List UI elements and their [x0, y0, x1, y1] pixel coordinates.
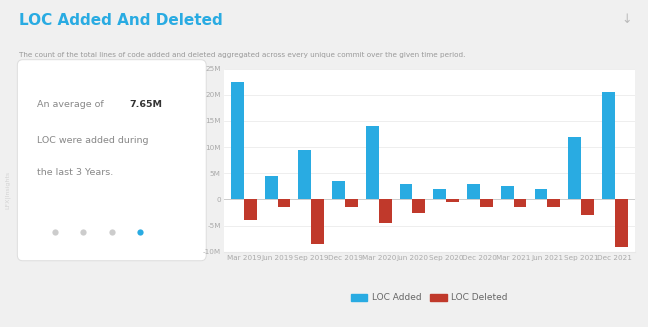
Bar [400, 184, 412, 199]
Bar [244, 199, 257, 220]
Text: LOC were added during: LOC were added during [37, 136, 148, 145]
Text: LFX|Insights: LFX|Insights [5, 171, 10, 209]
Text: the last 3 Years.: the last 3 Years. [37, 168, 113, 177]
Bar [548, 199, 560, 207]
Bar [581, 199, 594, 215]
Bar [412, 199, 425, 213]
Bar [231, 82, 244, 199]
Text: ↓: ↓ [621, 13, 632, 26]
Bar [332, 181, 345, 199]
Bar [501, 186, 514, 199]
Legend: LOC Added, LOC Deleted: LOC Added, LOC Deleted [347, 290, 511, 306]
Bar [480, 199, 492, 207]
Bar [434, 189, 446, 199]
Bar [311, 199, 324, 244]
Bar [514, 199, 526, 207]
Bar [378, 199, 391, 223]
FancyBboxPatch shape [17, 60, 206, 261]
Bar [299, 150, 311, 199]
Bar [264, 176, 277, 199]
Bar [366, 126, 378, 199]
Bar [568, 137, 581, 199]
Bar [345, 199, 358, 207]
Bar [535, 189, 548, 199]
Text: The count of the total lines of code added and deleted aggregated across every u: The count of the total lines of code add… [19, 52, 466, 58]
Bar [602, 92, 615, 199]
Bar [277, 199, 290, 207]
Text: An average of: An average of [37, 99, 107, 109]
Bar [615, 199, 628, 247]
Text: 7.65M: 7.65M [130, 99, 163, 109]
Bar [446, 199, 459, 202]
Bar [467, 184, 480, 199]
Text: LOC Added And Deleted: LOC Added And Deleted [19, 13, 223, 28]
